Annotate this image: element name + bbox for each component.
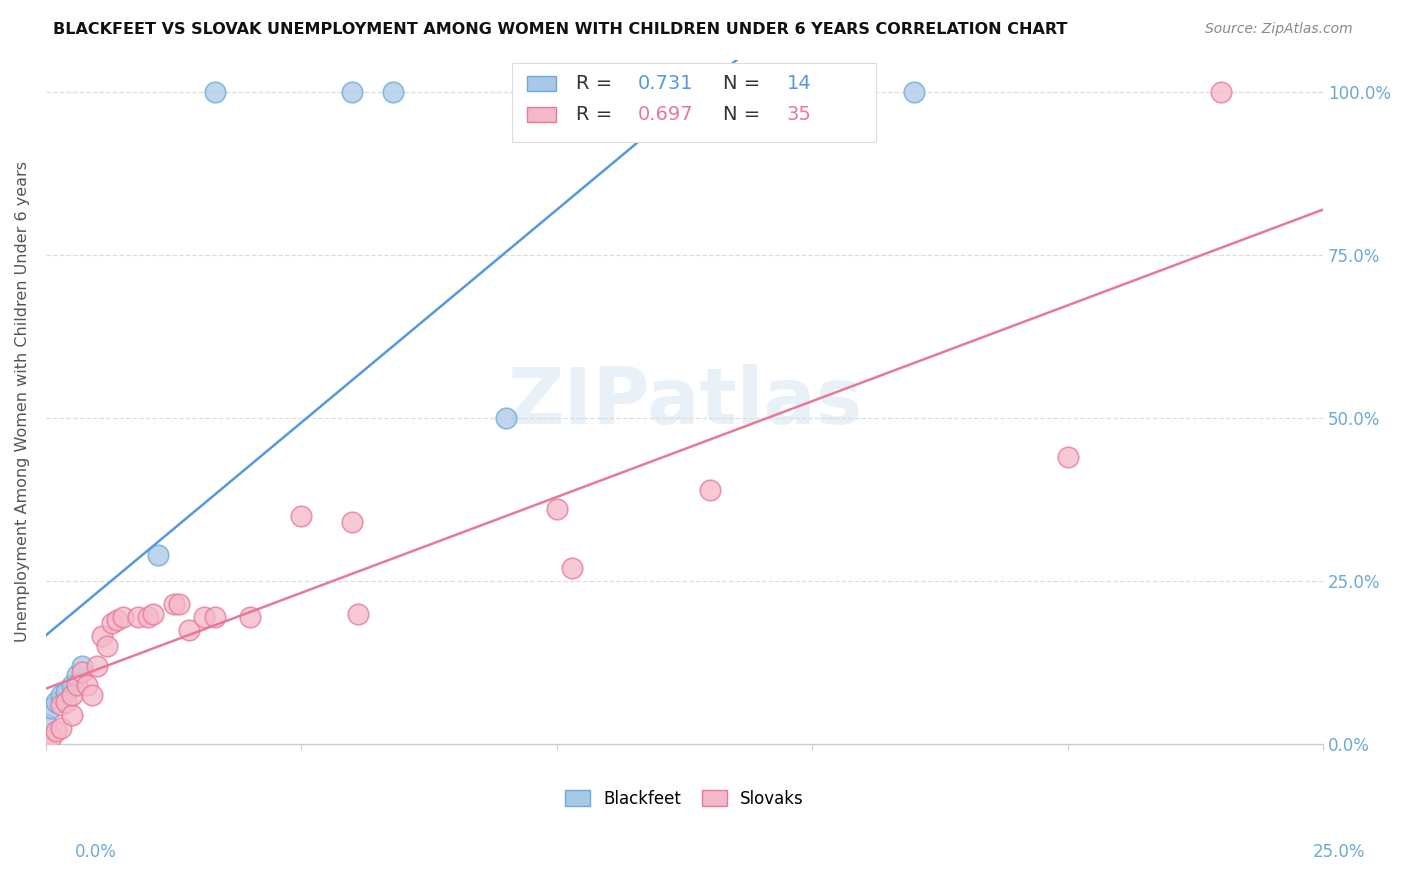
Text: 0.731: 0.731 <box>637 74 693 93</box>
Point <box>346 607 368 621</box>
Point <box>382 85 405 99</box>
Point <box>76 678 98 692</box>
Point <box>177 623 200 637</box>
Bar <box>527 107 555 122</box>
Point <box>1056 450 1078 464</box>
Point <box>65 678 87 692</box>
Point <box>699 483 721 497</box>
Point <box>35 733 58 747</box>
Text: 35: 35 <box>787 105 811 124</box>
Point <box>239 610 262 624</box>
Point <box>65 668 87 682</box>
Text: ZIPatlas: ZIPatlas <box>508 364 862 440</box>
Point <box>127 610 149 624</box>
Bar <box>527 76 555 91</box>
Text: Source: ZipAtlas.com: Source: ZipAtlas.com <box>1205 22 1353 37</box>
Point <box>55 685 77 699</box>
Point <box>91 629 114 643</box>
Point <box>96 639 118 653</box>
Point <box>136 610 159 624</box>
Point <box>55 694 77 708</box>
Point <box>342 516 364 530</box>
Text: 0.697: 0.697 <box>637 105 693 124</box>
Point <box>163 597 186 611</box>
Y-axis label: Unemployment Among Women with Children Under 6 years: Unemployment Among Women with Children U… <box>15 161 30 642</box>
Point <box>204 610 226 624</box>
Point <box>204 85 226 99</box>
Text: R =: R = <box>576 105 619 124</box>
Text: R =: R = <box>576 74 619 93</box>
Point <box>70 665 93 680</box>
Point <box>60 688 83 702</box>
Point <box>51 698 73 712</box>
Text: N =: N = <box>723 74 766 93</box>
Point <box>60 707 83 722</box>
Point <box>86 658 108 673</box>
Point <box>111 610 134 624</box>
Point <box>39 731 62 745</box>
Point <box>561 561 583 575</box>
Point <box>45 694 67 708</box>
Point <box>193 610 215 624</box>
Text: 0.0%: 0.0% <box>75 843 117 861</box>
Point <box>70 658 93 673</box>
Point <box>1209 85 1232 99</box>
Point <box>342 85 364 99</box>
Point <box>101 616 124 631</box>
Point <box>495 411 517 425</box>
Point <box>39 701 62 715</box>
Text: N =: N = <box>723 105 766 124</box>
Point <box>45 723 67 738</box>
Text: 25.0%: 25.0% <box>1312 843 1365 861</box>
Point <box>142 607 165 621</box>
Text: 14: 14 <box>787 74 811 93</box>
Point <box>546 502 568 516</box>
Point <box>51 688 73 702</box>
Point <box>167 597 190 611</box>
Point <box>80 688 103 702</box>
FancyBboxPatch shape <box>512 63 876 142</box>
Point <box>51 721 73 735</box>
Point <box>107 613 129 627</box>
Point <box>60 678 83 692</box>
Point <box>903 85 925 99</box>
Point <box>35 717 58 731</box>
Text: BLACKFEET VS SLOVAK UNEMPLOYMENT AMONG WOMEN WITH CHILDREN UNDER 6 YEARS CORRELA: BLACKFEET VS SLOVAK UNEMPLOYMENT AMONG W… <box>53 22 1067 37</box>
Point <box>290 508 312 523</box>
Legend: Blackfeet, Slovaks: Blackfeet, Slovaks <box>558 783 810 814</box>
Point <box>148 548 170 562</box>
